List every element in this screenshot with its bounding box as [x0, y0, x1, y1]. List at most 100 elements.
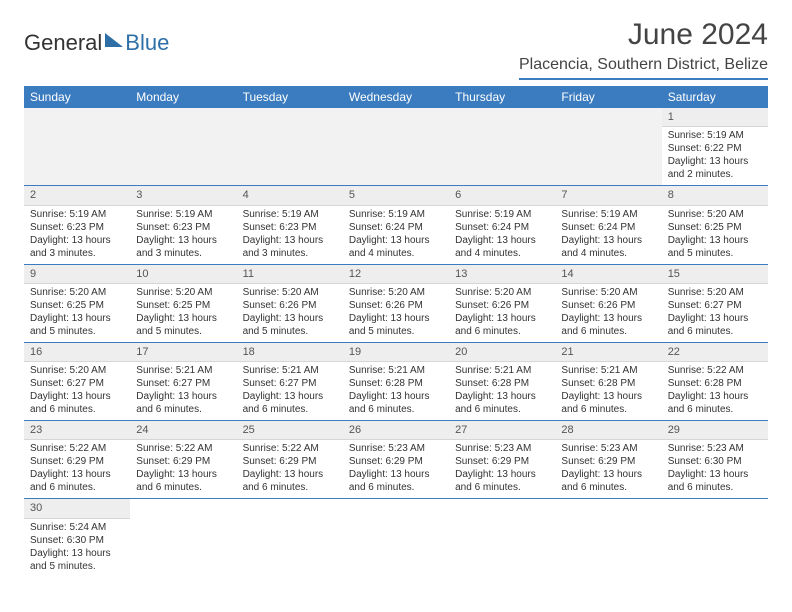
calendar-row: 9Sunrise: 5:20 AMSunset: 6:25 PMDaylight… — [24, 264, 768, 342]
weekday-header: Monday — [130, 86, 236, 108]
day-number: 5 — [343, 186, 449, 205]
daylight-line-1: Daylight: 13 hours — [561, 468, 655, 481]
sunrise-line: Sunrise: 5:23 AM — [561, 442, 655, 455]
calendar-row: 30Sunrise: 5:24 AMSunset: 6:30 PMDayligh… — [24, 499, 768, 577]
daylight-line-1: Daylight: 13 hours — [30, 234, 124, 247]
sunset-line: Sunset: 6:29 PM — [561, 455, 655, 468]
day-number: 15 — [662, 265, 768, 284]
day-body: Sunrise: 5:19 AMSunset: 6:24 PMDaylight:… — [449, 206, 555, 264]
daylight-line-1: Daylight: 13 hours — [243, 390, 337, 403]
daylight-line-2: and 6 minutes. — [561, 481, 655, 494]
sunset-line: Sunset: 6:26 PM — [349, 299, 443, 312]
calendar-cell: 25Sunrise: 5:22 AMSunset: 6:29 PMDayligh… — [237, 421, 343, 499]
sunrise-line: Sunrise: 5:20 AM — [668, 286, 762, 299]
sunrise-line: Sunrise: 5:20 AM — [30, 286, 124, 299]
daylight-line-2: and 4 minutes. — [349, 247, 443, 260]
location-line: Placencia, Southern District, Belize — [519, 56, 768, 80]
sunrise-line: Sunrise: 5:20 AM — [668, 208, 762, 221]
day-number: 22 — [662, 343, 768, 362]
daylight-line-2: and 4 minutes. — [561, 247, 655, 260]
daylight-line-1: Daylight: 13 hours — [668, 468, 762, 481]
sunset-line: Sunset: 6:30 PM — [30, 534, 124, 547]
day-number: 6 — [449, 186, 555, 205]
sunrise-line: Sunrise: 5:19 AM — [668, 129, 762, 142]
sunset-line: Sunset: 6:25 PM — [136, 299, 230, 312]
calendar-cell-empty — [24, 108, 130, 186]
day-body: Sunrise: 5:20 AMSunset: 6:26 PMDaylight:… — [449, 284, 555, 342]
calendar-cell: 12Sunrise: 5:20 AMSunset: 6:26 PMDayligh… — [343, 264, 449, 342]
day-number: 24 — [130, 421, 236, 440]
calendar-cell: 1Sunrise: 5:19 AMSunset: 6:22 PMDaylight… — [662, 108, 768, 186]
daylight-line-1: Daylight: 13 hours — [30, 390, 124, 403]
calendar-cell: 20Sunrise: 5:21 AMSunset: 6:28 PMDayligh… — [449, 342, 555, 420]
daylight-line-1: Daylight: 13 hours — [668, 234, 762, 247]
day-body: Sunrise: 5:19 AMSunset: 6:23 PMDaylight:… — [24, 206, 130, 264]
daylight-line-1: Daylight: 13 hours — [136, 234, 230, 247]
daylight-line-2: and 5 minutes. — [349, 325, 443, 338]
sunset-line: Sunset: 6:26 PM — [455, 299, 549, 312]
sunset-line: Sunset: 6:29 PM — [30, 455, 124, 468]
sunrise-line: Sunrise: 5:23 AM — [455, 442, 549, 455]
day-number: 14 — [555, 265, 661, 284]
day-body: Sunrise: 5:23 AMSunset: 6:29 PMDaylight:… — [449, 440, 555, 498]
daylight-line-2: and 5 minutes. — [136, 325, 230, 338]
daylight-line-1: Daylight: 13 hours — [349, 234, 443, 247]
sunset-line: Sunset: 6:28 PM — [455, 377, 549, 390]
day-body: Sunrise: 5:23 AMSunset: 6:29 PMDaylight:… — [343, 440, 449, 498]
calendar-cell-empty — [555, 108, 661, 186]
sunrise-line: Sunrise: 5:19 AM — [30, 208, 124, 221]
calendar-cell-empty — [343, 499, 449, 577]
daylight-line-2: and 2 minutes. — [668, 168, 762, 181]
daylight-line-2: and 5 minutes. — [668, 247, 762, 260]
sunrise-line: Sunrise: 5:20 AM — [455, 286, 549, 299]
sunrise-line: Sunrise: 5:20 AM — [561, 286, 655, 299]
daylight-line-2: and 6 minutes. — [455, 325, 549, 338]
day-number: 28 — [555, 421, 661, 440]
sunrise-line: Sunrise: 5:22 AM — [136, 442, 230, 455]
day-body: Sunrise: 5:19 AMSunset: 6:23 PMDaylight:… — [237, 206, 343, 264]
sunrise-line: Sunrise: 5:19 AM — [243, 208, 337, 221]
calendar-cell: 13Sunrise: 5:20 AMSunset: 6:26 PMDayligh… — [449, 264, 555, 342]
calendar-cell: 27Sunrise: 5:23 AMSunset: 6:29 PMDayligh… — [449, 421, 555, 499]
day-number: 7 — [555, 186, 661, 205]
sunset-line: Sunset: 6:28 PM — [561, 377, 655, 390]
daylight-line-1: Daylight: 13 hours — [30, 312, 124, 325]
day-body: Sunrise: 5:20 AMSunset: 6:27 PMDaylight:… — [662, 284, 768, 342]
daylight-line-1: Daylight: 13 hours — [561, 312, 655, 325]
daylight-line-2: and 6 minutes. — [136, 403, 230, 416]
day-number: 17 — [130, 343, 236, 362]
daylight-line-1: Daylight: 13 hours — [349, 312, 443, 325]
sunrise-line: Sunrise: 5:21 AM — [136, 364, 230, 377]
daylight-line-2: and 3 minutes. — [243, 247, 337, 260]
daylight-line-2: and 5 minutes. — [30, 560, 124, 573]
daylight-line-1: Daylight: 13 hours — [136, 468, 230, 481]
day-body: Sunrise: 5:20 AMSunset: 6:27 PMDaylight:… — [24, 362, 130, 420]
sunrise-line: Sunrise: 5:22 AM — [668, 364, 762, 377]
sunset-line: Sunset: 6:28 PM — [349, 377, 443, 390]
calendar-cell: 3Sunrise: 5:19 AMSunset: 6:23 PMDaylight… — [130, 186, 236, 264]
sunset-line: Sunset: 6:29 PM — [349, 455, 443, 468]
calendar-cell-empty — [237, 499, 343, 577]
daylight-line-1: Daylight: 13 hours — [243, 312, 337, 325]
daylight-line-2: and 6 minutes. — [349, 403, 443, 416]
daylight-line-1: Daylight: 13 hours — [668, 390, 762, 403]
day-body: Sunrise: 5:22 AMSunset: 6:28 PMDaylight:… — [662, 362, 768, 420]
day-number: 26 — [343, 421, 449, 440]
calendar-row: 23Sunrise: 5:22 AMSunset: 6:29 PMDayligh… — [24, 421, 768, 499]
sunrise-line: Sunrise: 5:22 AM — [243, 442, 337, 455]
day-number: 10 — [130, 265, 236, 284]
page-title: June 2024 — [519, 18, 768, 52]
sunset-line: Sunset: 6:22 PM — [668, 142, 762, 155]
calendar-cell: 29Sunrise: 5:23 AMSunset: 6:30 PMDayligh… — [662, 421, 768, 499]
day-number: 13 — [449, 265, 555, 284]
calendar-cell-empty — [343, 108, 449, 186]
day-body: Sunrise: 5:21 AMSunset: 6:27 PMDaylight:… — [130, 362, 236, 420]
day-body: Sunrise: 5:23 AMSunset: 6:29 PMDaylight:… — [555, 440, 661, 498]
day-body: Sunrise: 5:24 AMSunset: 6:30 PMDaylight:… — [24, 519, 130, 577]
day-number: 21 — [555, 343, 661, 362]
daylight-line-2: and 5 minutes. — [30, 325, 124, 338]
calendar-cell-empty — [555, 499, 661, 577]
day-number: 8 — [662, 186, 768, 205]
day-number: 19 — [343, 343, 449, 362]
daylight-line-2: and 6 minutes. — [30, 403, 124, 416]
